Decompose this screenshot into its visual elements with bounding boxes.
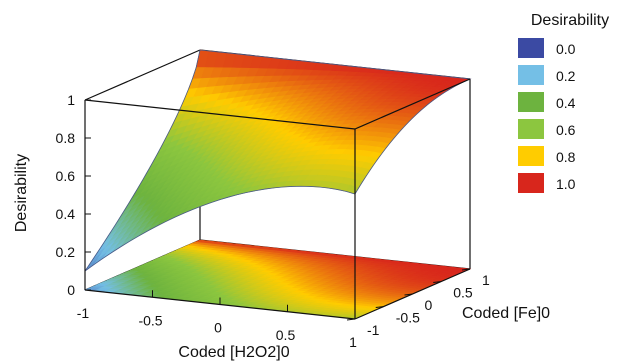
legend-swatch [518, 146, 544, 166]
legend-label: 1.0 [556, 176, 576, 192]
legend-swatch [518, 92, 544, 112]
z-tick-label: 0.6 [56, 168, 76, 184]
box-edge [354, 78, 471, 130]
legend-swatch [518, 119, 544, 139]
legend-label: 0.8 [556, 149, 576, 165]
y-tick-label: -1 [367, 322, 380, 338]
legend-label: 0.2 [556, 68, 576, 84]
desirability-surface [84, 49, 472, 272]
y-tick [346, 318, 356, 321]
x-tick-label: 0.5 [276, 327, 296, 343]
y-tick-label: 0 [425, 297, 433, 313]
legend-swatch [518, 65, 544, 85]
z-tick-label: 0.2 [56, 244, 76, 260]
legend-swatch [518, 173, 544, 193]
z-tick-label: 0 [67, 282, 75, 298]
y-axis-label: Coded [Fe]0 [462, 305, 550, 322]
legend-label: 0.4 [556, 95, 576, 111]
y-tick [433, 281, 442, 283]
legend: Desirability 0.0 0.2 0.4 0.6 0.8 1.0 [518, 12, 609, 193]
x-tick-label: 1 [349, 334, 357, 350]
y-tick-label: -0.5 [396, 310, 420, 326]
y-tick-label: 1 [482, 272, 490, 288]
box-edge [84, 99, 356, 130]
y-tick [404, 293, 413, 296]
x-tick-label: 0 [214, 320, 222, 336]
legend-swatch [518, 38, 544, 58]
box-edge [84, 49, 201, 101]
x-axis-label: Coded [H2O2]0 [178, 344, 289, 361]
z-tick-label: 1 [67, 92, 75, 108]
y-tick-label: 0.5 [453, 285, 473, 301]
axis-ticks: 0 0.2 0.4 0.6 0.8 1 -1 -0.5 0 0.5 1 -1 -0.5 0 0.5 1 [56, 92, 490, 350]
legend-label: 0.0 [556, 41, 576, 57]
z-tick-label: 0.8 [56, 130, 76, 146]
x-tick-label: -0.5 [138, 312, 162, 328]
y-tick [461, 268, 471, 271]
legend-label: 0.6 [556, 122, 576, 138]
contour-projection [83, 239, 472, 320]
z-axis-label: Desirability [13, 154, 30, 232]
legend-title: Desirability [531, 12, 609, 29]
x-tick-label: -1 [77, 305, 90, 321]
z-tick-label: 0.4 [56, 206, 76, 222]
y-tick [375, 306, 384, 308]
